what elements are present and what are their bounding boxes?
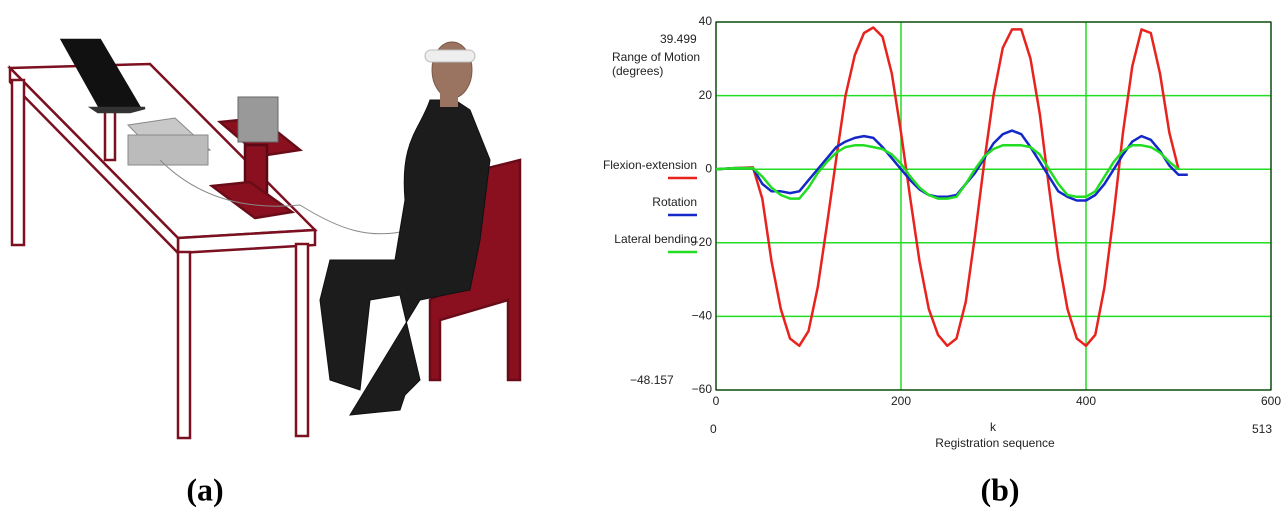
y-axis-label: (degrees) bbox=[612, 64, 663, 78]
setup-illustration bbox=[7, 38, 522, 440]
series-line bbox=[715, 26, 1180, 348]
y-axis-label: Range of Motion bbox=[612, 50, 700, 64]
y-tick-label: −20 bbox=[692, 235, 713, 249]
legend-label: Lateral bending bbox=[614, 232, 697, 246]
panel-label: (a) bbox=[186, 471, 223, 507]
legend-label: Flexion-extension bbox=[603, 158, 697, 172]
y-tick-label: −40 bbox=[692, 309, 713, 323]
annotation: k bbox=[990, 420, 997, 434]
x-tick-label: 600 bbox=[1261, 394, 1281, 408]
y-tick-label: 0 bbox=[705, 161, 712, 175]
y-tick-label: −60 bbox=[692, 382, 713, 396]
panel-label: (b) bbox=[980, 471, 1019, 507]
y-tick-label: 40 bbox=[699, 14, 713, 28]
legend-label: Rotation bbox=[652, 195, 697, 209]
annotation: 0 bbox=[710, 422, 717, 436]
plot-frame bbox=[715, 21, 1272, 391]
x-tick-label: 0 bbox=[713, 394, 720, 408]
annotation: 39.499 bbox=[660, 32, 697, 46]
x-tick-label: 200 bbox=[891, 394, 911, 408]
y-tick-label: 20 bbox=[699, 88, 713, 102]
annotation: −48.157 bbox=[630, 373, 674, 387]
x-tick-label: 400 bbox=[1076, 394, 1096, 408]
series-line bbox=[715, 144, 1180, 200]
x-axis-label: Registration sequence bbox=[935, 436, 1055, 450]
annotation: 513 bbox=[1252, 422, 1272, 436]
